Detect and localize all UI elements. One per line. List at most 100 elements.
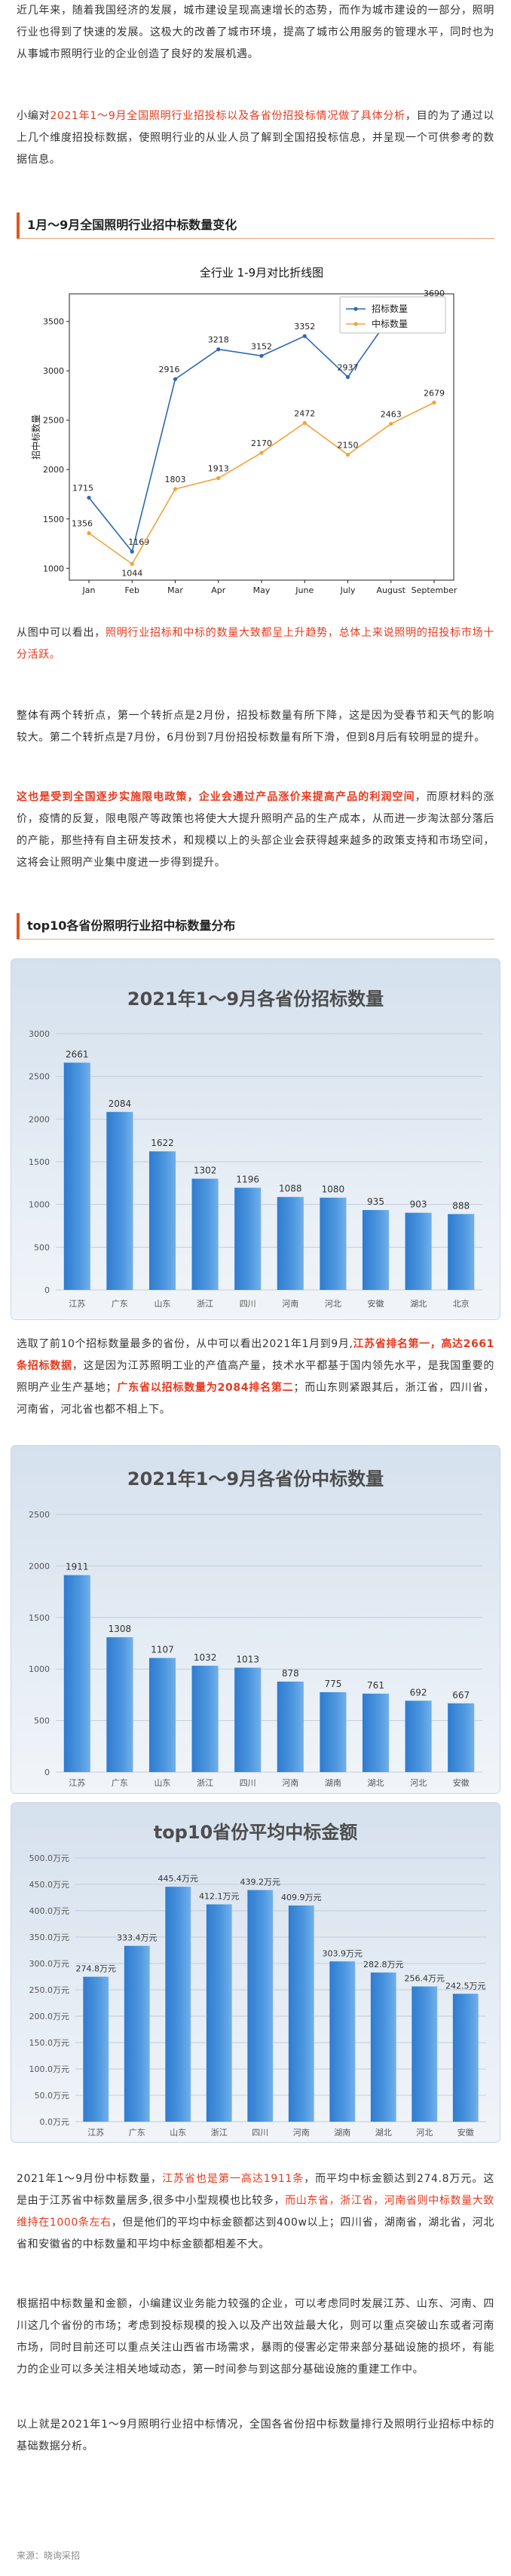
bar-value-label: 1032 (194, 1652, 217, 1663)
bar (83, 1976, 109, 2122)
category-label: 河南 (282, 1778, 298, 1788)
data-label: 3152 (251, 341, 272, 351)
y-tick-label: 3000 (43, 366, 64, 376)
bar-value-label: 1196 (236, 1174, 259, 1184)
y-tick-label: 1500 (29, 1157, 50, 1167)
trend-text: 从图中可以看出， (17, 627, 106, 639)
bar-value-label: 878 (282, 1668, 299, 1679)
tender-ranking-highlight: 广东省以招标数量为2084排名第二 (117, 1382, 294, 1394)
bar-value-label: 303.9万元 (323, 1948, 363, 1958)
category-label: 安徽 (457, 2127, 474, 2137)
bar (234, 1187, 262, 1290)
plot-frame (69, 293, 454, 581)
y-tick-label: 1000 (43, 564, 64, 573)
bar (277, 1196, 304, 1290)
award-ranking-highlight: 而山东省，浙江省，河南省则中标数量大致维持在1000条左右 (17, 2195, 495, 2229)
data-label: 2170 (251, 439, 272, 448)
province-tender-bar-chart: 2021年1～9月各省份招标数量 0 500 1000 1500 2000 2500 3000… (11, 958, 500, 1320)
summary-text: ，目的为了通过以上几个维度招投标数据，使照明行业的从业人员了解到全国招投标信息，… (17, 110, 494, 166)
policy-highlight: 这也是受到全国逐步实施限电政策，企业会通过产品涨价来提高产品的利润空间 (17, 791, 415, 803)
intro-text: 近几年来，随着我国经济的发展，城市建设呈现高速增长的态势，而作为城市建设的一部分… (17, 5, 494, 60)
bar (63, 1062, 90, 1290)
data-point (432, 400, 436, 405)
y-tick-label: 250.0万元 (29, 1985, 70, 1995)
y-tick-label: 2000 (43, 465, 64, 475)
data-point (130, 549, 134, 554)
data-point (389, 421, 393, 426)
category-label: 安徽 (368, 1298, 384, 1309)
y-tick-label: 2000 (29, 1114, 50, 1124)
advice-text: 根据招中标数量和金额，小编建议业务能力较强的企业，可以考虑同时发展江苏、山东、河… (17, 2298, 494, 2376)
data-label: 1044 (121, 569, 142, 579)
chart-title: 全行业 1-9月对比折线图 (200, 266, 323, 280)
summary-paragraph: 小编对2021年1～9月全国照明行业招投标以及各省份招投标情况做了具体分析，目的… (17, 105, 494, 171)
data-point (87, 495, 91, 500)
category-label: 湖南 (334, 2128, 350, 2137)
x-tick-label: Feb (125, 585, 139, 595)
bar-value-label: 2661 (66, 1049, 89, 1059)
bar-value-label: 1911 (66, 1562, 89, 1572)
award-ranking-text: ，而平均中标金额达到274.8万元。这是由于江苏省中标数量居多,很多中小型规模也… (17, 2173, 494, 2207)
chart-title: 2021年1～9月各省份招标数量 (127, 989, 384, 1010)
bar-value-label: 1013 (236, 1654, 259, 1664)
x-tick-label: June (295, 585, 314, 595)
bar-value-label: 1088 (279, 1184, 302, 1194)
y-tick-label: 0.0万元 (40, 2117, 70, 2127)
bar-value-label: 256.4万元 (405, 1974, 445, 1984)
x-tick-label: May (253, 585, 271, 595)
category-label: 河北 (416, 2128, 433, 2137)
bar (191, 1178, 219, 1290)
category-label: 广东 (112, 1778, 128, 1788)
category-label: 四川 (252, 2128, 268, 2137)
category-label: 河南 (293, 2128, 310, 2137)
data-label: 1356 (72, 519, 93, 529)
bar-value-label: 412.1万元 (199, 1892, 240, 1902)
bar (106, 1637, 133, 1772)
policy-text: ，而原材料的涨价，疫情的反复，限电限产等政策也将使大大提升照明产品的生产成本，从… (17, 791, 495, 869)
y-tick-label: 3000 (29, 1029, 50, 1039)
bar-value-label: 282.8万元 (363, 1960, 404, 1969)
bar-value-label: 1622 (151, 1138, 174, 1148)
award-ranking-paragraph: 2021年1～9月份中标数量，江苏省也是第一高达1911条，而平均中标金额达到2… (17, 2168, 494, 2256)
y-tick-label: 400.0万元 (29, 1906, 70, 1916)
province-award-bar-chart: 2021年1～9月各省份中标数量 0 500 1000 1500 2000 2500 1911… (11, 1445, 500, 1794)
y-tick-label: 300.0万元 (29, 1959, 70, 1969)
y-axis-label: 招中标数量 (30, 414, 41, 460)
province-average-amount-bar-chart: top10省份平均中标金额 0.0万元 50.0万元 100.0万元 150.0万元 20… (11, 1802, 500, 2143)
section-heading-text: top10各省份照明行业招中标数量分布 (27, 918, 236, 933)
bar-value-label: 409.9万元 (281, 1893, 322, 1902)
award-ranking-highlight: 江苏省也是第一高达1911条 (162, 2173, 304, 2185)
y-tick-label: 0 (44, 1285, 50, 1295)
bar-value-label: 692 (410, 1687, 427, 1697)
y-tick-label: 1500 (29, 1613, 50, 1623)
data-label: 2916 (159, 365, 180, 374)
bar-value-label: 903 (410, 1199, 427, 1210)
data-point (216, 476, 221, 481)
data-point (302, 334, 307, 338)
bar (206, 1904, 232, 2122)
data-point (345, 374, 350, 380)
bar (277, 1681, 304, 1772)
y-tick-label: 500 (34, 1242, 50, 1252)
y-tick-label: 200.0万元 (29, 2012, 70, 2021)
legend-marker (353, 322, 358, 326)
category-label: 广东 (112, 1299, 128, 1309)
category-label: 浙江 (197, 1778, 213, 1788)
intro-paragraph: 近几年来，随着我国经济的发展，城市建设呈现高速增长的态势，而作为城市建设的一部分… (17, 0, 494, 66)
category-label: 广东 (129, 2128, 145, 2137)
data-label: 1715 (72, 484, 93, 494)
y-tick-label: 1500 (43, 515, 64, 524)
category-label: 河北 (410, 1778, 427, 1788)
bar (234, 1667, 262, 1772)
chart-title: 2021年1～9月各省份中标数量 (127, 1468, 384, 1490)
bar (448, 1214, 475, 1290)
data-label: 1803 (165, 475, 186, 484)
tender-ranking-text: ；而山东则紧跟其后，浙江省，四川省，河南省，河北省也都不相上下。 (17, 1382, 494, 1416)
advice-paragraph: 根据招中标数量和金额，小编建议业务能力较强的企业，可以考虑同时发展江苏、山东、河… (17, 2293, 494, 2381)
data-point (130, 561, 134, 567)
bar-value-label: 1308 (109, 1624, 132, 1634)
data-point (259, 353, 264, 358)
y-tick-label: 2000 (29, 1561, 50, 1571)
tender-ranking-highlight: 江苏省排名第一，高达2661条招标数据 (17, 1338, 494, 1372)
